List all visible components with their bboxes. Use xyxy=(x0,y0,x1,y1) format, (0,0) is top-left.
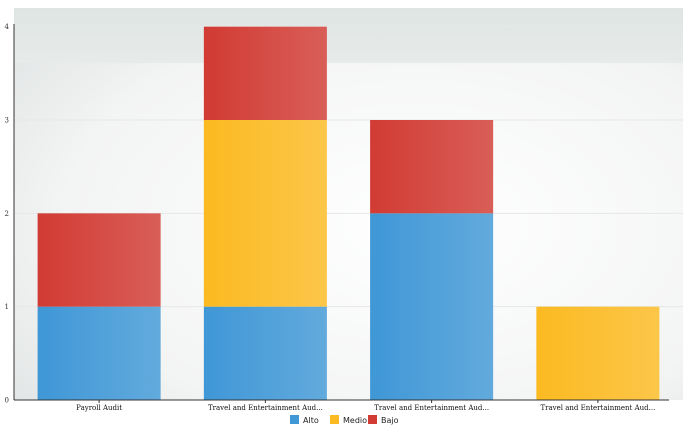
x-tick-label: Payroll Audit xyxy=(76,404,122,412)
y-tick-label: 4 xyxy=(5,23,10,31)
bar-segment-bajo[interactable] xyxy=(203,26,327,121)
legend-item-alto[interactable]: Alto xyxy=(290,415,319,425)
legend-label: Medio xyxy=(343,416,367,425)
y-tick-label: 3 xyxy=(5,117,9,125)
legend-swatch xyxy=(290,415,299,424)
y-tick-label: 0 xyxy=(5,397,9,405)
axis-labels: 0 1 2 3 4 Payroll Audit Travel and Entertainme… xyxy=(5,23,656,412)
x-tick-label: Travel and Entertainment Aud... xyxy=(208,404,323,412)
x-tick-label: Travel and Entertainment Aud... xyxy=(374,404,489,412)
bars xyxy=(37,26,660,400)
bar-segment-medio[interactable] xyxy=(203,120,327,307)
bar-segment-alto[interactable] xyxy=(37,306,161,400)
y-tick-label: 2 xyxy=(5,210,9,218)
bar-segment-medio[interactable] xyxy=(536,306,660,400)
bar-segment-bajo[interactable] xyxy=(370,120,494,214)
legend-swatch xyxy=(368,415,377,424)
bar-segment-bajo[interactable] xyxy=(37,213,161,307)
bar-segment-alto[interactable] xyxy=(203,306,327,400)
legend-swatch xyxy=(330,415,339,424)
axes xyxy=(13,24,669,403)
x-tick-label: Travel and Entertainment Aud... xyxy=(540,404,655,412)
legend-item-bajo[interactable]: Bajo xyxy=(368,415,399,425)
legend-item-medio[interactable]: Medio xyxy=(330,415,367,425)
top-band xyxy=(14,8,683,63)
y-tick-label: 1 xyxy=(5,303,9,311)
legend-label: Alto xyxy=(303,416,319,425)
legend: Alto Medio Bajo xyxy=(290,415,399,425)
bar-segment-alto[interactable] xyxy=(370,213,494,400)
legend-label: Bajo xyxy=(381,416,399,425)
